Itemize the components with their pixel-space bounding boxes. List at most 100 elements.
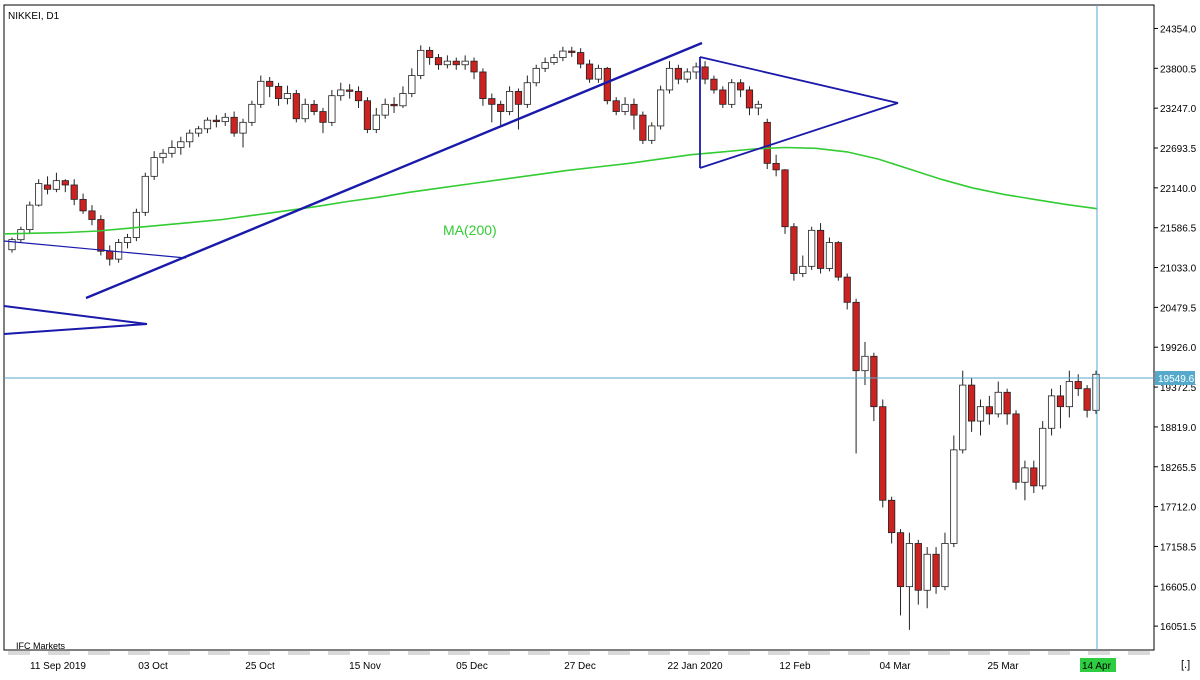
candle-body — [399, 93, 407, 107]
candle-body — [879, 406, 887, 501]
candle-body — [719, 89, 727, 105]
candle-body — [168, 147, 176, 154]
candle-body — [443, 60, 451, 66]
candle-body — [381, 103, 389, 116]
candle-body — [763, 121, 771, 164]
candle — [914, 539, 922, 605]
candle-body — [648, 125, 656, 141]
candle-body — [825, 242, 834, 269]
candle-body — [177, 141, 185, 148]
candle-body — [354, 90, 363, 102]
candle — [603, 66, 611, 105]
candle — [532, 64, 540, 87]
candle — [488, 93, 496, 123]
symbol-title: NIKKEI, D1 — [8, 11, 60, 22]
candle-body — [559, 50, 567, 58]
y-tick-label: 21033.0 — [1160, 264, 1197, 275]
candle-body — [790, 226, 798, 274]
candle — [577, 48, 585, 69]
y-tick-label: 22693.5 — [1160, 144, 1197, 155]
candle — [888, 496, 896, 544]
candle — [337, 82, 345, 101]
candle — [559, 46, 567, 62]
candle — [328, 89, 336, 126]
candle-body — [585, 63, 594, 80]
candle-body — [97, 219, 105, 252]
candle-body — [870, 355, 878, 408]
candle-body — [639, 114, 647, 141]
candle-body — [408, 75, 416, 94]
candle-body — [888, 499, 896, 534]
candle — [88, 205, 96, 226]
candle-body — [568, 50, 576, 53]
candle — [514, 88, 523, 130]
candle — [1003, 388, 1011, 425]
uptrend-line — [85, 41, 703, 300]
candle — [763, 118, 771, 170]
candle — [550, 53, 558, 65]
y-axis-ticks: 24354.0 23800.5 23247.0 22693.5 22140.0 21586… — [1154, 24, 1197, 633]
candle — [470, 57, 478, 80]
candle-body — [79, 198, 87, 212]
y-tick-label: 18265.5 — [1160, 463, 1197, 474]
candle — [968, 377, 976, 432]
candle — [346, 84, 354, 99]
candle-body — [736, 82, 745, 91]
y-tick-label: 17158.5 — [1160, 542, 1197, 553]
candle — [772, 154, 780, 177]
candle — [523, 75, 531, 108]
candle — [665, 61, 674, 94]
candle-body — [932, 553, 940, 588]
candle — [239, 118, 247, 148]
early-support-line — [3, 240, 187, 259]
candle — [434, 53, 443, 70]
candle — [736, 79, 745, 98]
candle-body — [781, 169, 789, 228]
candle — [115, 238, 123, 263]
candle-body — [310, 103, 318, 112]
candle — [701, 61, 709, 85]
y-tick-label: 16605.0 — [1160, 582, 1197, 593]
candle — [301, 98, 309, 123]
x-tick-label: 25 Oct — [245, 661, 275, 672]
x-tick-label: 05 Dec — [456, 661, 488, 672]
candle-body — [292, 93, 300, 120]
corner-icon[interactable]: [.] — [1181, 659, 1190, 671]
candle-body — [266, 80, 274, 87]
candle-body — [745, 89, 754, 109]
candle-body — [230, 116, 238, 134]
current-price-label: 19549.6 — [1158, 374, 1195, 385]
candle — [354, 86, 363, 108]
candle-body — [1056, 395, 1065, 408]
candle — [212, 115, 220, 128]
y-tick-label: 23247.0 — [1160, 104, 1197, 115]
candle — [799, 255, 807, 278]
candle-body — [346, 89, 354, 92]
candle — [790, 223, 798, 281]
candle-body — [372, 114, 380, 130]
candle — [248, 100, 256, 126]
candle-body — [861, 355, 869, 372]
candle — [852, 298, 860, 454]
candle — [710, 75, 718, 94]
candle — [1047, 388, 1056, 436]
candle-body — [683, 71, 691, 80]
candle — [648, 122, 656, 144]
candle-body — [123, 237, 132, 243]
time-band — [288, 651, 310, 655]
candle-body — [248, 103, 256, 123]
current-date-label: 14 Apr — [1082, 661, 1112, 672]
candle — [186, 129, 194, 148]
candle-body — [941, 543, 949, 588]
candle — [70, 179, 78, 206]
candle — [657, 85, 665, 130]
candle-body — [701, 66, 709, 80]
current-price-badge: 19549.6 — [1155, 371, 1195, 385]
candle — [728, 79, 736, 108]
candle-body — [710, 78, 718, 91]
candle — [1012, 410, 1020, 490]
candle — [443, 55, 451, 69]
candle — [452, 57, 460, 70]
candle — [372, 107, 380, 134]
